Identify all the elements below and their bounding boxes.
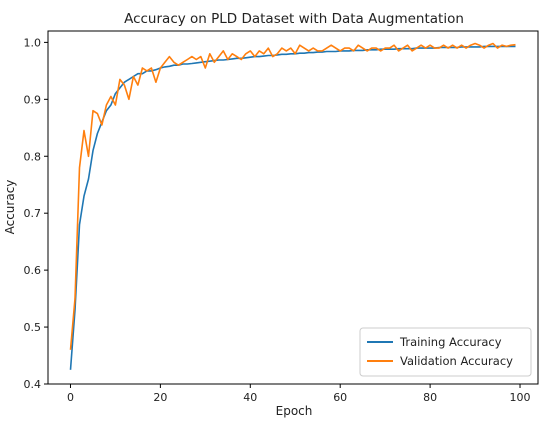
series-line-1 (69, 42, 516, 350)
y-tick-label: 0.8 (24, 150, 42, 163)
x-tick-label: 80 (423, 391, 437, 404)
chart-title: Accuracy on PLD Dataset with Data Augmen… (124, 11, 464, 27)
legend-box (359, 327, 532, 377)
x-tick-label: 100 (510, 391, 531, 404)
legend-label-1: Validation Accuracy (400, 354, 513, 368)
x-tick-label: 60 (333, 391, 347, 404)
y-tick-label: 0.7 (24, 207, 42, 220)
y-tick-label: 0.5 (24, 321, 42, 334)
y-tick-label: 0.6 (24, 264, 42, 277)
plot-frame (47, 30, 539, 385)
x-tick-label: 0 (67, 391, 74, 404)
x-tick-label: 40 (243, 391, 257, 404)
y-tick-label: 0.4 (24, 378, 42, 391)
legend: Training Accuracy Validation Accuracy (359, 327, 532, 377)
x-tick-label: 20 (153, 391, 167, 404)
y-axis-label: Accuracy (3, 180, 17, 235)
y-axis-ticks: 0.4 0.5 0.6 0.7 0.8 0.9 1.0 (24, 36, 48, 391)
x-axis-ticks: 0 20 40 60 80 100 (67, 384, 531, 404)
legend-items: Training Accuracy Validation Accuracy (367, 335, 513, 368)
series-layer (69, 42, 516, 370)
plot-area: 0 20 40 60 80 100 0.4 0.5 0.6 0.7 0.8 0.9 1.0 (24, 30, 539, 404)
legend-label-0: Training Accuracy (399, 335, 502, 349)
series-line-0 (69, 45, 516, 370)
y-tick-label: 1.0 (24, 36, 42, 49)
y-tick-label: 0.9 (24, 93, 42, 106)
x-axis-label: Epoch (276, 404, 313, 418)
